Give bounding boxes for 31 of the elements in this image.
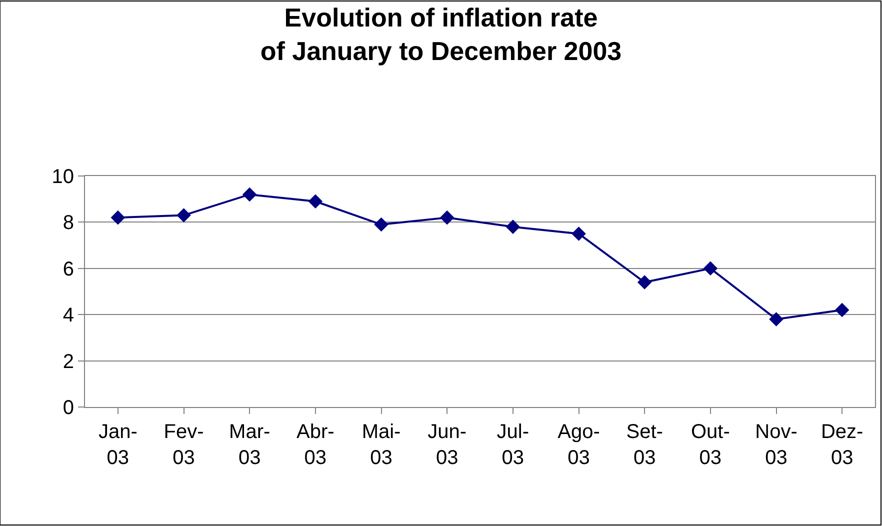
x-tick-label: Fev-03 (164, 421, 204, 469)
y-tick-label: 10 (52, 166, 74, 188)
point (242, 187, 257, 202)
chart-title: Evolution of inflation rate of January to December 2003 (260, 2, 622, 66)
point (703, 261, 718, 276)
y-tick-label: 4 (62, 304, 74, 327)
x-tick-label: Dez-03 (820, 421, 864, 469)
point (506, 220, 520, 234)
point (374, 217, 388, 232)
y-tick-label: 8 (62, 212, 74, 234)
point (834, 302, 850, 318)
point (440, 210, 454, 225)
y-tick-label: 2 (62, 350, 74, 373)
y-tick-label: 6 (62, 258, 74, 280)
x-tick-label: Jan-03 (98, 421, 138, 469)
y-tick-label: 0 (62, 397, 74, 419)
point (308, 194, 323, 209)
x-tick-label: Mai-03 (362, 421, 401, 469)
point (637, 275, 652, 290)
point (110, 210, 126, 225)
x-tick-label: Out-03 (690, 421, 730, 469)
x-tick-label: Ago-03 (558, 421, 600, 469)
x-tick-label: Jun-03 (428, 421, 467, 469)
point (572, 226, 586, 241)
x-tick-label: Set-03 (626, 421, 663, 469)
x-tick-label: Jul-03 (496, 421, 530, 469)
x-tick-label: Mar-03 (229, 421, 270, 469)
point (769, 312, 784, 326)
point (176, 208, 191, 222)
x-tick-label: Abr-03 (296, 421, 334, 469)
x-tick-label: Nov-03 (755, 421, 798, 469)
